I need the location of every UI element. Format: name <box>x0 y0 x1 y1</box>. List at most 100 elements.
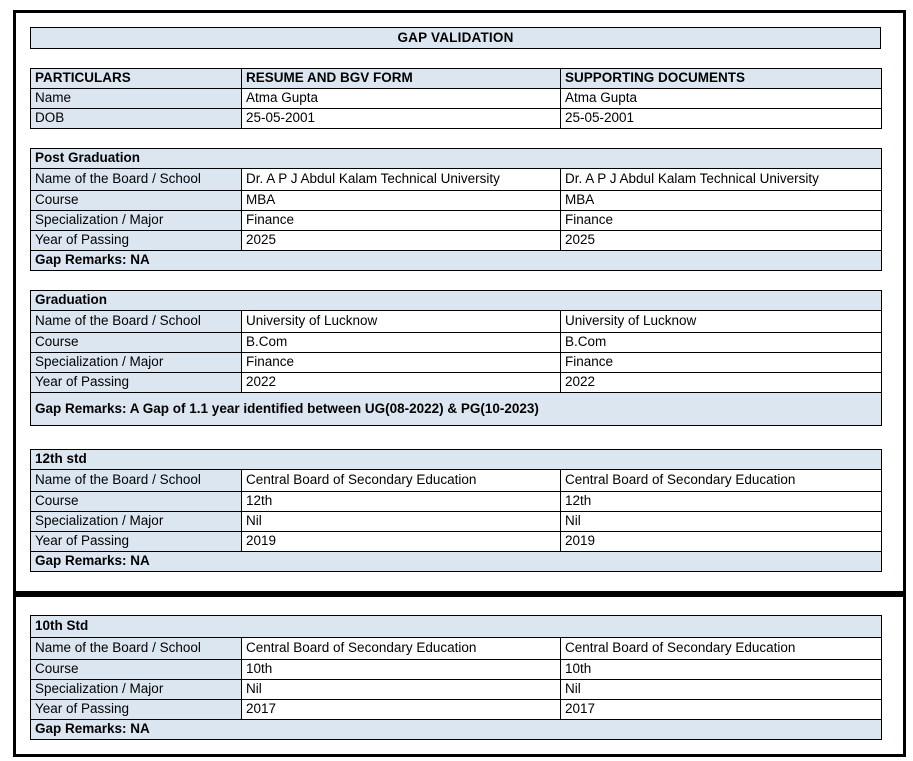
column-header-resume-bgv-form: RESUME AND BGV FORM <box>241 68 561 89</box>
documents-value-cell: 2019 <box>559 531 883 552</box>
section-title: 12th std <box>29 449 883 470</box>
row-label-cell: Name of the Board / School <box>30 469 242 492</box>
documents-value-name: Atma Gupta <box>560 88 882 109</box>
table-row: Name of the Board / School Central Board … <box>30 469 883 492</box>
documents-value-cell: 10th <box>559 659 883 680</box>
row-label-name: Name <box>30 88 242 109</box>
resume-value-name: Atma Gupta <box>241 88 561 109</box>
resume-value-cell: Central Board of Secondary Education <box>241 469 561 492</box>
resume-value-cell: Dr. A P J Abdul Kalam Technical Universi… <box>241 168 561 191</box>
table-row: Course B.Com B.Com <box>30 332 883 353</box>
row-label-cell: Year of Passing <box>30 531 242 552</box>
section-table-graduation: Graduation Name of the Board / School Univ… <box>29 290 883 426</box>
row-label-dob: DOB <box>30 108 242 129</box>
table-row: Course MBA MBA <box>30 190 883 211</box>
row-label-cell: Course <box>30 491 242 512</box>
table-row: Course 12th 12th <box>30 491 883 512</box>
table-row: Year of Passing 2017 2017 <box>30 699 883 720</box>
row-label-cell: Name of the Board / School <box>30 310 242 333</box>
gap-remarks-text: Gap Remarks: NA <box>29 719 883 740</box>
section-title: Post Graduation <box>29 148 883 169</box>
table-row: Name of the Board / School University of … <box>30 310 883 333</box>
resume-value-dob: 25-05-2001 <box>241 108 561 129</box>
row-label-cell: Name of the Board / School <box>30 168 242 191</box>
page-border-box-top <box>13 10 906 594</box>
resume-value-cell: 10th <box>241 659 561 680</box>
resume-value-cell: 2017 <box>241 699 561 720</box>
row-label-cell: Year of Passing <box>30 372 242 393</box>
resume-value-cell: University of Lucknow <box>241 310 561 333</box>
table-row: Specialization / Major Finance Finance <box>30 352 883 373</box>
resume-value-cell: Central Board of Secondary Education <box>241 637 561 660</box>
row-label-cell: Year of Passing <box>30 699 242 720</box>
table-row: Specialization / Major Finance Finance <box>30 210 883 231</box>
table-row: Year of Passing 2019 2019 <box>30 531 883 552</box>
documents-value-cell: Central Board of Secondary Education <box>559 637 883 660</box>
resume-value-cell: 2019 <box>241 531 561 552</box>
documents-value-cell: Finance <box>559 352 883 373</box>
table-row: Year of Passing 2025 2025 <box>30 230 883 251</box>
documents-value-cell: B.Com <box>559 332 883 353</box>
particulars-table: PARTICULARS RESUME AND BGV FORM SUPPORTI… <box>30 68 882 129</box>
section-title-row: 12th std <box>29 449 883 470</box>
gap-remarks-row: Gap Remarks: NA <box>29 551 883 572</box>
documents-value-cell: Dr. A P J Abdul Kalam Technical Universi… <box>559 168 883 191</box>
column-header-supporting-documents: SUPPORTING DOCUMENTS <box>560 68 882 89</box>
resume-value-cell: MBA <box>241 190 561 211</box>
table-row: Name of the Board / School Central Board … <box>30 637 883 660</box>
row-label-cell: Specialization / Major <box>30 352 242 373</box>
table-row: Year of Passing 2022 2022 <box>30 372 883 393</box>
page-border-box-bottom <box>13 594 906 757</box>
table-row: Name of the Board / School Dr. A P J Abdu… <box>30 168 883 191</box>
gap-remarks-text: Gap Remarks: A Gap of 1.1 year identifie… <box>29 392 883 426</box>
documents-value-dob: 25-05-2001 <box>560 108 882 129</box>
section-table-10th-std: 10th Std Name of the Board / School Centra… <box>29 615 883 740</box>
documents-value-cell: 2022 <box>559 372 883 393</box>
resume-value-cell: Nil <box>241 679 561 700</box>
gap-remarks-row: Gap Remarks: NA <box>29 719 883 740</box>
row-label-cell: Specialization / Major <box>30 210 242 231</box>
row-label-cell: Course <box>30 332 242 353</box>
section-title-row: 10th Std <box>29 615 883 638</box>
documents-value-cell: MBA <box>559 190 883 211</box>
gap-remarks-text: Gap Remarks: NA <box>29 551 883 572</box>
section-table-post-graduation: Post Graduation Name of the Board / Schoo… <box>29 148 883 271</box>
gap-remarks-row: Gap Remarks: NA <box>29 250 883 271</box>
table-row: Specialization / Major Nil Nil <box>30 511 883 532</box>
documents-value-cell: University of Lucknow <box>559 310 883 333</box>
resume-value-cell: 12th <box>241 491 561 512</box>
gap-remarks-row: Gap Remarks: A Gap of 1.1 year identifie… <box>29 392 883 426</box>
table-row: Course 10th 10th <box>30 659 883 680</box>
documents-value-cell: 2017 <box>559 699 883 720</box>
row-label-cell: Specialization / Major <box>30 511 242 532</box>
table-row: Specialization / Major Nil Nil <box>30 679 883 700</box>
resume-value-cell: 2022 <box>241 372 561 393</box>
documents-value-cell: Finance <box>559 210 883 231</box>
documents-value-cell: 12th <box>559 491 883 512</box>
column-header-particulars: PARTICULARS <box>30 68 242 89</box>
table-row: DOB 25-05-2001 25-05-2001 <box>30 108 882 129</box>
gap-remarks-text: Gap Remarks: NA <box>29 250 883 271</box>
section-title: 10th Std <box>29 615 883 638</box>
section-table-12th-std: 12th std Name of the Board / School Centra… <box>29 449 883 572</box>
section-title-row: Graduation <box>29 290 883 311</box>
row-label-cell: Course <box>30 190 242 211</box>
resume-value-cell: 2025 <box>241 230 561 251</box>
page-title: GAP VALIDATION <box>30 27 881 49</box>
documents-value-cell: Central Board of Secondary Education <box>559 469 883 492</box>
row-label-cell: Year of Passing <box>30 230 242 251</box>
section-title: Graduation <box>29 290 883 311</box>
row-label-cell: Specialization / Major <box>30 679 242 700</box>
section-title-row: Post Graduation <box>29 148 883 169</box>
resume-value-cell: Nil <box>241 511 561 532</box>
documents-value-cell: Nil <box>559 679 883 700</box>
row-label-cell: Course <box>30 659 242 680</box>
resume-value-cell: Finance <box>241 352 561 373</box>
documents-value-cell: 2025 <box>559 230 883 251</box>
documents-value-cell: Nil <box>559 511 883 532</box>
table-row: Name Atma Gupta Atma Gupta <box>30 88 882 109</box>
resume-value-cell: B.Com <box>241 332 561 353</box>
resume-value-cell: Finance <box>241 210 561 231</box>
table-header-row: PARTICULARS RESUME AND BGV FORM SUPPORTI… <box>30 68 882 89</box>
